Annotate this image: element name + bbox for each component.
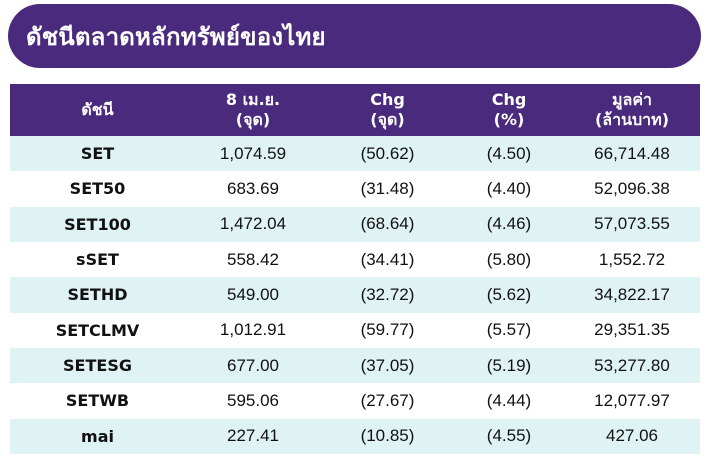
table-row: SETESG 677.00 (37.05) (5.19) 53,277.80	[10, 347, 700, 384]
cell-chg-points: (10.85)	[360, 426, 415, 446]
cell-value: 29,351.35	[594, 320, 670, 340]
index-table: ดัชนี 8 เม.ย. (จุด) Chg (จุด) Chg (%) มู…	[10, 84, 700, 454]
cell-chg-percent: (4.40)	[486, 178, 532, 198]
table-row: mai 227.41 (10.85) (4.55) 427.06	[10, 418, 700, 454]
cell-close: 227.41	[227, 426, 279, 446]
cell-close: 1,472.04	[219, 214, 287, 234]
cell-chg-percent: (4.50)	[486, 143, 532, 163]
cell-chg-percent: (4.44)	[486, 390, 532, 410]
table-row: SET 1,074.59 (50.62) (4.50) 66,714.48	[10, 136, 700, 172]
cell-chg-percent: (4.55)	[486, 426, 532, 446]
table-header-row: ดัชนี 8 เม.ย. (จุด) Chg (จุด) Chg (%) มู…	[10, 84, 700, 136]
cell-value: 66,714.48	[594, 143, 670, 163]
cell-value: 53,277.80	[594, 355, 670, 375]
cell-close: 683.69	[227, 178, 279, 198]
cell-value: 427.06	[606, 426, 658, 446]
table-row: SETCLMV 1,012.91 (59.77) (5.57) 29,351.3…	[10, 312, 700, 348]
cell-index: SET50	[69, 179, 126, 199]
table-row: SET50 683.69 (31.48) (4.40) 52,096.38	[10, 171, 700, 207]
cell-chg-points: (59.77)	[360, 320, 415, 340]
table-row: SETWB 595.06 (27.67) (4.44) 12,077.97	[10, 383, 700, 419]
cell-index: mai	[81, 426, 114, 446]
table-row: SET100 1,472.04 (68.64) (4.46) 57,073.55	[10, 206, 700, 242]
cell-chg-percent: (5.80)	[486, 249, 532, 269]
cell-chg-percent: (5.19)	[486, 355, 532, 375]
cell-value: 1,552.72	[598, 249, 666, 269]
cell-value: 57,073.55	[594, 214, 670, 234]
table-row: sSET 558.42 (34.41) (5.80) 1,552.72	[10, 241, 700, 278]
cell-chg-percent: (4.46)	[486, 214, 532, 234]
cell-index: SETCLMV	[55, 320, 140, 340]
cell-index: SET	[80, 144, 115, 164]
cell-value: 52,096.38	[594, 178, 670, 198]
title-banner: ดัชนีตลาดหลักทรัพย์ของไทย	[8, 4, 701, 68]
header-value: มูลค่า (ล้านบาท)	[594, 90, 670, 129]
cell-index: SETESG	[63, 356, 132, 376]
cell-chg-percent: (5.62)	[486, 284, 532, 304]
cell-close: 549.00	[227, 284, 279, 304]
cell-chg-points: (27.67)	[360, 390, 415, 410]
cell-chg-points: (31.48)	[360, 178, 415, 198]
page-title: ดัชนีตลาดหลักทรัพย์ของไทย	[26, 22, 326, 51]
cell-close: 1,074.59	[219, 143, 287, 163]
cell-index: SETWB	[65, 391, 130, 411]
header-chg-points: Chg (จุด)	[370, 90, 405, 129]
cell-close: 595.06	[227, 390, 279, 410]
cell-index: SET100	[64, 214, 131, 234]
cell-index: sSET	[76, 250, 119, 270]
cell-close: 558.42	[227, 249, 279, 269]
table-row: SETHD 549.00 (32.72) (5.62) 34,822.17	[10, 277, 700, 313]
cell-chg-percent: (5.57)	[486, 320, 532, 340]
cell-chg-points: (32.72)	[360, 284, 415, 304]
cell-close: 1,012.91	[219, 320, 287, 340]
cell-chg-points: (68.64)	[360, 214, 415, 234]
cell-index: SETHD	[67, 285, 128, 305]
cell-close: 677.00	[227, 355, 279, 375]
cell-value: 34,822.17	[594, 284, 670, 304]
cell-chg-points: (34.41)	[360, 249, 415, 269]
header-index: ดัชนี	[81, 100, 114, 119]
cell-value: 12,077.97	[594, 390, 670, 410]
cell-chg-points: (50.62)	[360, 143, 415, 163]
header-chg-percent: Chg (%)	[491, 90, 527, 129]
header-close: 8 เม.ย. (จุด)	[225, 90, 281, 129]
cell-chg-points: (37.05)	[360, 355, 415, 375]
